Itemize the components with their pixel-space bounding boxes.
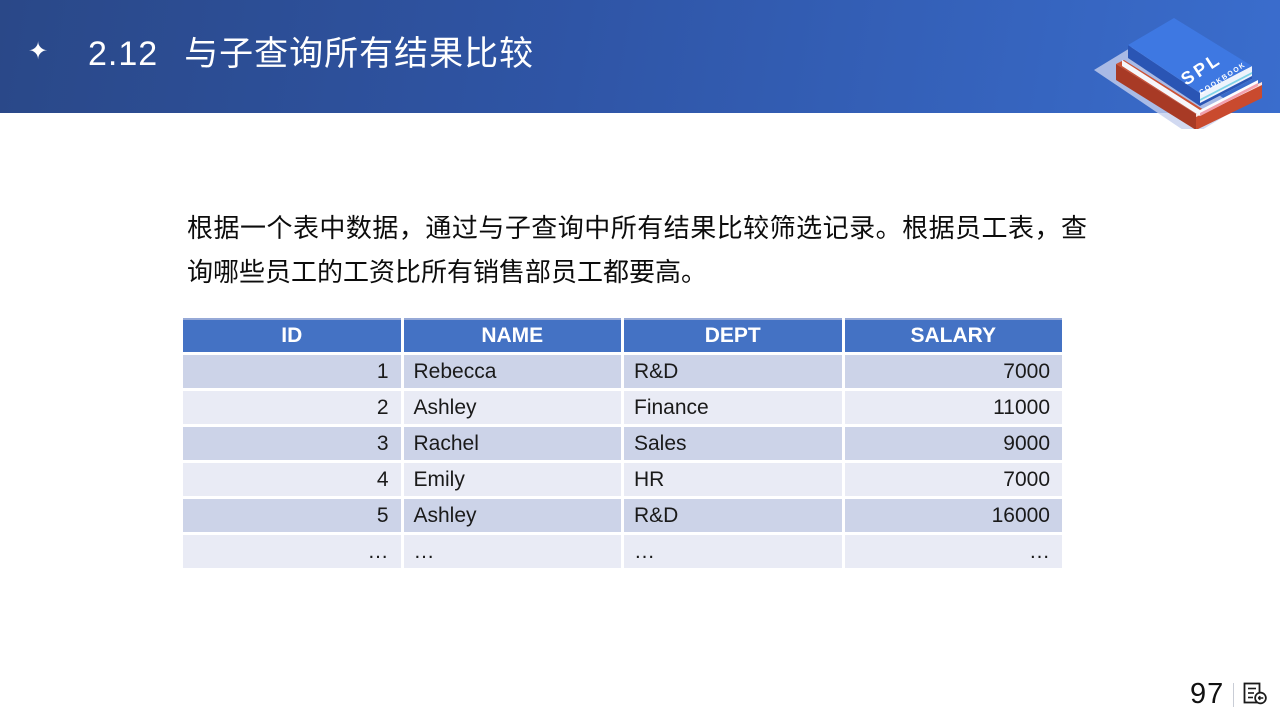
table-cell: …: [403, 535, 621, 568]
return-to-contents-icon[interactable]: [1242, 681, 1268, 706]
table-cell: 11000: [844, 391, 1062, 424]
table-cell: R&D: [624, 499, 842, 532]
table-row: 3 Rachel Sales 9000: [183, 427, 1062, 460]
table-cell: 3: [183, 427, 401, 460]
table-cell: 7000: [844, 355, 1062, 388]
page-title: 与子查询所有结果比较: [184, 35, 535, 73]
four-pointed-star-icon: ✦: [28, 38, 49, 65]
table-cell: …: [183, 535, 401, 568]
table-cell: 4: [183, 463, 401, 496]
column-header-name: NAME: [403, 318, 621, 352]
table-cell: Sales: [624, 427, 842, 460]
table-cell: …: [624, 535, 842, 568]
slide-title: 2.12 与子查询所有结果比较: [88, 33, 534, 75]
table-cell: HR: [624, 463, 842, 496]
table-cell: 1: [183, 355, 401, 388]
column-header-id: ID: [183, 318, 401, 352]
column-header-salary: SALARY: [844, 318, 1062, 352]
slide-header: ✦ 2.12 与子查询所有结果比较 SPL COOKBOOK: [0, 0, 1280, 129]
spl-cookbook-logo-icon: SPL COOKBOOK: [1094, 18, 1262, 129]
table-row: 4 Emily HR 7000: [183, 463, 1062, 496]
table-row: 1 Rebecca R&D 7000: [183, 355, 1062, 388]
table-row: 2 Ashley Finance 11000: [183, 391, 1062, 424]
table-cell: R&D: [624, 355, 842, 388]
table-cell: Ashley: [403, 391, 621, 424]
table-cell: Rebecca: [403, 355, 621, 388]
description-paragraph: 根据一个表中数据，通过与子查询中所有结果比较筛选记录。根据员工表，查询哪些员工的…: [187, 213, 1087, 287]
table-cell: 2: [183, 391, 401, 424]
table-row: …………: [183, 535, 1062, 568]
section-number: 2.12: [88, 35, 159, 73]
table-cell: 16000: [844, 499, 1062, 532]
employee-table: ID NAME DEPT SALARY 1 Rebecca R&D 7000 2 Ashl…: [180, 315, 1065, 571]
table-cell: 7000: [844, 463, 1062, 496]
table-cell: Ashley: [403, 499, 621, 532]
footer-divider: [1233, 683, 1234, 707]
table-cell: Emily: [403, 463, 621, 496]
table-cell: Rachel: [403, 427, 621, 460]
table-cell: 9000: [844, 427, 1062, 460]
table-cell: Finance: [624, 391, 842, 424]
table-header-row: ID NAME DEPT SALARY: [183, 318, 1062, 352]
column-header-dept: DEPT: [624, 318, 842, 352]
table-cell: 5: [183, 499, 401, 532]
table-cell: …: [844, 535, 1062, 568]
page-number: 97: [1190, 678, 1225, 710]
table-row: 5 Ashley R&D 16000: [183, 499, 1062, 532]
